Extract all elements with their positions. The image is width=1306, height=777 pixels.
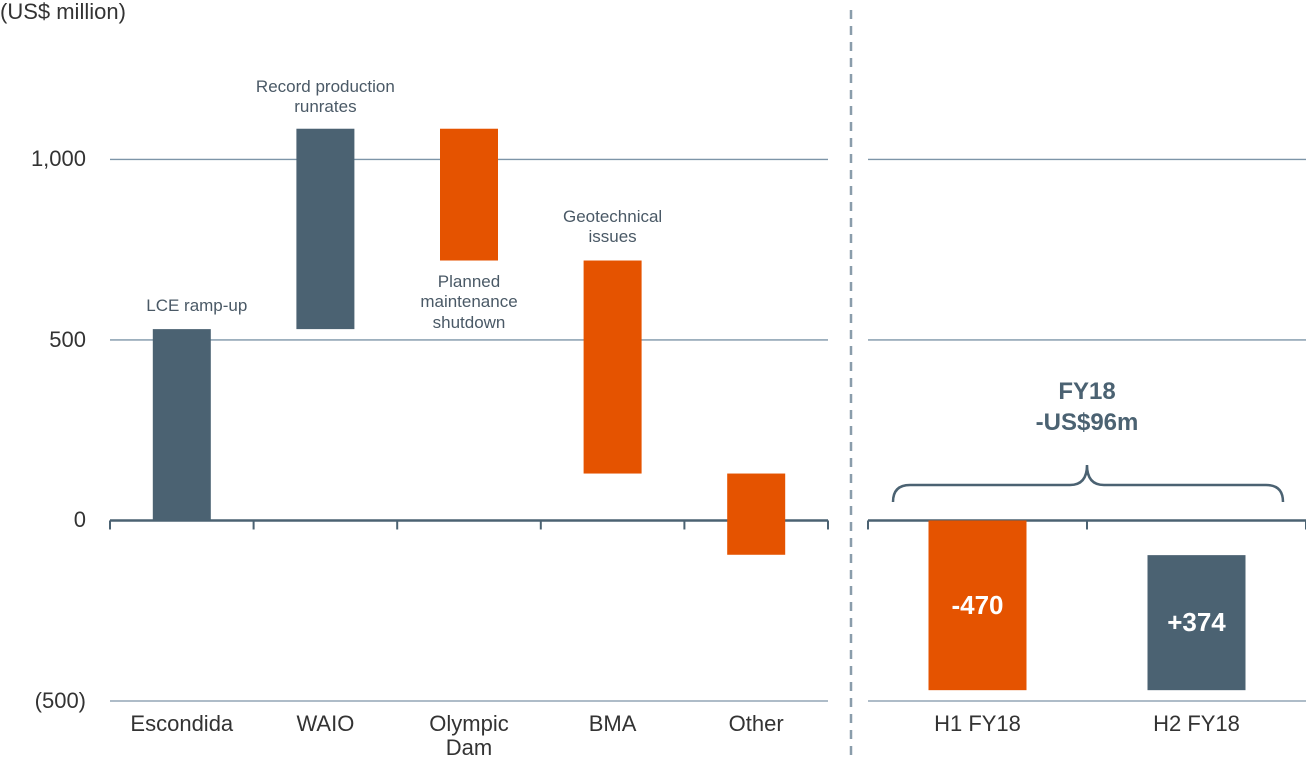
annotation: Planned maintenance shutdown xyxy=(420,272,518,332)
y-tick-label: 500 xyxy=(49,326,86,352)
annotation: Geotechnical issues xyxy=(562,207,663,247)
annotation: LCE ramp-up xyxy=(146,296,248,315)
bar xyxy=(583,260,642,474)
total-bracket xyxy=(891,464,1285,503)
x-tick-label: H2 FY18 xyxy=(1153,711,1240,736)
bar xyxy=(296,128,355,330)
value-label: -470 xyxy=(951,589,1004,620)
y-tick-label: 0 xyxy=(73,507,86,533)
value-label: +374 xyxy=(1167,607,1226,638)
bar xyxy=(928,520,1027,691)
x-tick-label: BMA xyxy=(588,711,637,736)
y-tick-label: (500) xyxy=(34,688,86,713)
annotation: Record production runrates xyxy=(255,77,395,117)
x-tick-label: Other xyxy=(728,711,784,736)
x-tick-label: Escondida xyxy=(130,711,234,736)
y-axis-label: (US$ million) xyxy=(0,0,126,24)
bar xyxy=(440,128,498,261)
bar xyxy=(1147,555,1246,691)
x-tick-label: WAIO xyxy=(296,711,355,736)
bar xyxy=(152,329,211,521)
total-annotation: -US$96m xyxy=(1035,409,1139,436)
x-tick-label: Olympic Dam xyxy=(429,711,509,761)
bar xyxy=(727,473,786,555)
y-tick-label: 1,000 xyxy=(30,146,86,172)
total-annotation: FY18 xyxy=(1058,378,1116,405)
x-tick-label: H1 FY18 xyxy=(934,711,1021,736)
